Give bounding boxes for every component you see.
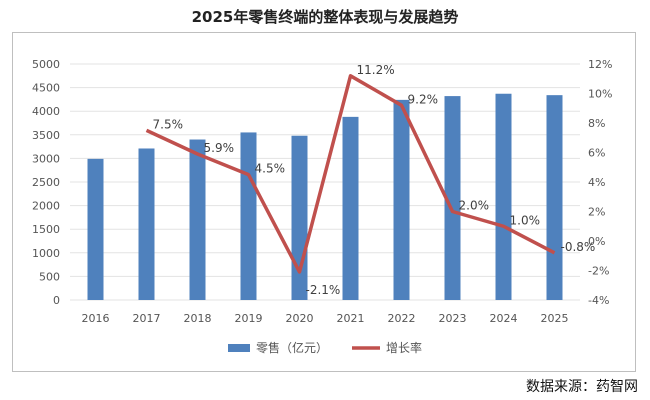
data-source: 数据来源：药智网 <box>526 379 638 395</box>
data-label: 11.2% <box>357 63 395 77</box>
y2-tick-label: -4% <box>588 294 609 307</box>
legend-bar-swatch <box>228 344 250 352</box>
bar <box>87 158 104 300</box>
y-tick-label: 500 <box>39 270 60 283</box>
x-tick-label: 2024 <box>490 312 518 325</box>
data-label: 7.5% <box>153 117 184 131</box>
data-label: 1.0% <box>510 213 541 227</box>
y-tick-label: 4000 <box>32 105 60 118</box>
data-label: 4.5% <box>255 162 286 176</box>
y-tick-label: 3000 <box>32 152 60 165</box>
y2-tick-label: -2% <box>588 265 609 278</box>
chart-frame <box>12 32 636 372</box>
bar <box>189 139 206 300</box>
x-tick-label: 2022 <box>388 312 416 325</box>
bar <box>138 148 155 300</box>
y2-tick-label: 4% <box>588 176 605 189</box>
bar <box>240 132 257 300</box>
legend-bar-label: 零售（亿元） <box>256 340 328 355</box>
x-tick-label: 2025 <box>541 312 569 325</box>
x-tick-label: 2016 <box>82 312 110 325</box>
y-tick-label: 1000 <box>32 247 60 260</box>
x-tick-label: 2023 <box>439 312 467 325</box>
bar <box>444 96 461 300</box>
bar <box>546 95 563 300</box>
y2-tick-label: 2% <box>588 206 605 219</box>
y2-tick-label: 10% <box>588 88 612 101</box>
x-tick-label: 2019 <box>235 312 263 325</box>
y-tick-label: 0 <box>53 294 60 307</box>
legend-line-label: 增长率 <box>386 340 422 355</box>
x-tick-label: 2018 <box>184 312 212 325</box>
bar <box>342 116 359 300</box>
x-tick-label: 2021 <box>337 312 365 325</box>
y2-tick-label: 12% <box>588 58 612 71</box>
bar <box>291 135 308 300</box>
chart-title: 2025年零售终端的整体表现与发展趋势 <box>191 8 459 26</box>
x-tick-label: 2020 <box>286 312 314 325</box>
growth-line <box>145 74 556 274</box>
x-tick-label: 2017 <box>133 312 161 325</box>
bar <box>393 99 410 300</box>
bar <box>495 93 512 301</box>
y-tick-label: 2500 <box>32 176 60 189</box>
data-label: -2.1% <box>306 283 341 297</box>
y-tick-label: 1500 <box>32 223 60 236</box>
y-tick-label: 3500 <box>32 129 60 142</box>
y-tick-label: 2000 <box>32 200 60 213</box>
y2-tick-label: 6% <box>588 147 605 160</box>
data-label: 5.9% <box>204 141 235 155</box>
y2-tick-label: 0% <box>588 235 605 248</box>
y2-tick-label: 8% <box>588 117 605 130</box>
data-label: -0.8% <box>561 240 596 254</box>
data-label: 9.2% <box>408 92 439 106</box>
data-label: 2.0% <box>459 199 490 213</box>
y-tick-label: 4500 <box>32 82 60 95</box>
y-tick-label: 5000 <box>32 58 60 71</box>
